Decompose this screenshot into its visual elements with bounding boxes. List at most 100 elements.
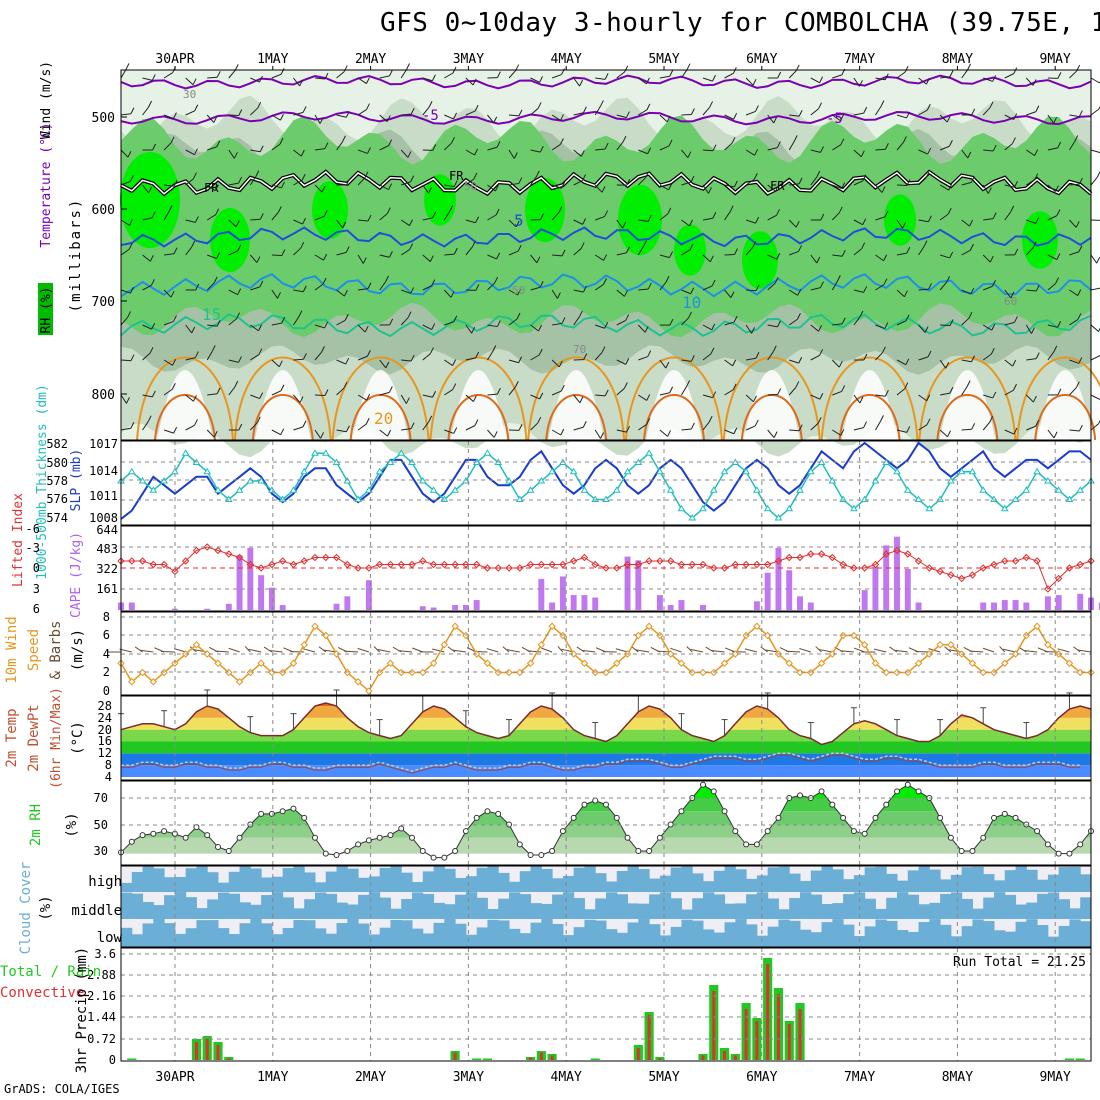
wind-barb	[702, 285, 713, 291]
li-marker	[785, 553, 793, 562]
li-marker	[753, 560, 761, 569]
wind-barb	[444, 359, 453, 367]
contour-label: FR	[449, 169, 464, 183]
wind-barb-flag	[128, 243, 133, 250]
cloud-cover-bar	[164, 877, 176, 892]
wind-barb	[594, 429, 601, 439]
temp-contour-25	[1034, 394, 1097, 441]
wind-barb-flag	[840, 138, 845, 145]
wind-barb-flag	[1053, 431, 1058, 439]
cloud-cover-bar	[1026, 902, 1038, 919]
cape-bar	[1098, 602, 1100, 610]
wind-barb	[616, 359, 626, 365]
rh-band	[121, 837, 1091, 854]
wind-barb	[616, 289, 625, 297]
thickness-marker	[612, 486, 621, 493]
wind-barb	[401, 181, 411, 186]
wind-barb	[831, 359, 840, 368]
wind-barb-flag	[451, 136, 455, 144]
cape-bar	[980, 602, 987, 610]
wind-barb-flag	[388, 251, 393, 258]
rh-marker	[797, 792, 803, 799]
rh-tick-label: 30	[94, 844, 108, 858]
thickness-marker	[397, 449, 406, 456]
wind-barb-flag	[300, 241, 305, 249]
precip-convective-bar	[453, 1052, 457, 1060]
wind-barb	[250, 218, 261, 221]
li-tick-label: -6	[26, 522, 40, 536]
rh-marker	[915, 788, 922, 795]
wind-barb	[659, 281, 667, 291]
wind-barb-flag	[1053, 345, 1058, 353]
contour-label: -5	[826, 111, 843, 127]
cloud-cover-bar	[918, 921, 930, 947]
rh-marker	[635, 848, 642, 854]
wind-barb-flag	[580, 150, 585, 157]
cloud-cover-bar	[907, 931, 920, 947]
cloud-cover-bar	[487, 919, 499, 947]
contour-label: -5	[422, 108, 439, 124]
cloud-cover-bar	[843, 894, 855, 919]
wind-barb	[983, 285, 993, 291]
wind-barb	[551, 184, 562, 189]
cloud-cover-bar	[207, 920, 219, 947]
wind-barb	[336, 289, 345, 297]
cloud-cover-bar	[1069, 908, 1081, 919]
wind-barb-flag	[213, 116, 218, 123]
wind-barb	[401, 113, 412, 116]
wind-barb-flag	[127, 311, 132, 318]
wind-barb	[939, 213, 949, 221]
wind-tick-label: 0	[103, 684, 110, 698]
thickness-tick-label: 576	[46, 492, 68, 506]
wind-barb	[594, 254, 604, 261]
wind-barb	[940, 76, 951, 79]
cloud-cover-bar	[196, 920, 208, 947]
wind-barb	[788, 387, 797, 396]
temp-contour-freezing-inner	[120, 170, 1092, 195]
wind-barb	[745, 247, 754, 256]
wind-barb	[810, 254, 818, 264]
cloud-cover-bar	[875, 908, 887, 919]
temp-contour-25	[545, 394, 608, 441]
wind-barb	[551, 429, 562, 436]
thickness-marker	[742, 467, 750, 475]
cloud-cover-bar	[433, 902, 445, 919]
cloud-axis-unit: (%)	[38, 895, 54, 920]
wind-speed-marker	[914, 659, 923, 667]
wind-barb	[293, 77, 300, 87]
wind-barb-flag	[599, 100, 604, 107]
wind-barb	[594, 106, 601, 116]
wind-barb-flag	[818, 102, 822, 109]
wind-barb	[228, 289, 238, 296]
wind-barb	[982, 422, 991, 431]
wind-barb	[206, 214, 216, 221]
cloud-cover-bar	[940, 924, 952, 947]
cape-bar	[462, 605, 469, 610]
rh-band-green	[121, 115, 1091, 338]
date-label-top: 30APR	[155, 52, 194, 67]
wind-barb-flag	[129, 219, 133, 226]
wind-barb-flag	[879, 415, 884, 422]
wind-speed-marker	[580, 659, 589, 667]
thickness-marker	[311, 449, 319, 456]
wind-barb	[271, 429, 281, 436]
wind-barb	[336, 251, 347, 256]
wind-barb	[875, 148, 886, 151]
wind-barb	[918, 324, 926, 333]
rh-marker	[710, 788, 717, 795]
wind-barb	[551, 212, 560, 221]
wind-barb-flag	[1074, 135, 1079, 142]
wind-barb-flag	[301, 173, 306, 181]
wind-barb	[552, 322, 563, 326]
wind-barb-flag	[216, 387, 221, 395]
wind-barb-flag	[1077, 289, 1082, 296]
wind-barb-flag	[884, 143, 889, 150]
rh-marker	[958, 848, 965, 854]
cloud-cover-bar	[606, 929, 618, 947]
rh-high-patch	[424, 174, 456, 226]
wind-barb-flag	[410, 175, 415, 182]
cloud-cover-bar	[692, 873, 704, 892]
wind-barb-flag	[992, 75, 997, 82]
slp-line	[120, 441, 1092, 520]
wind-barb-flag	[536, 256, 541, 263]
